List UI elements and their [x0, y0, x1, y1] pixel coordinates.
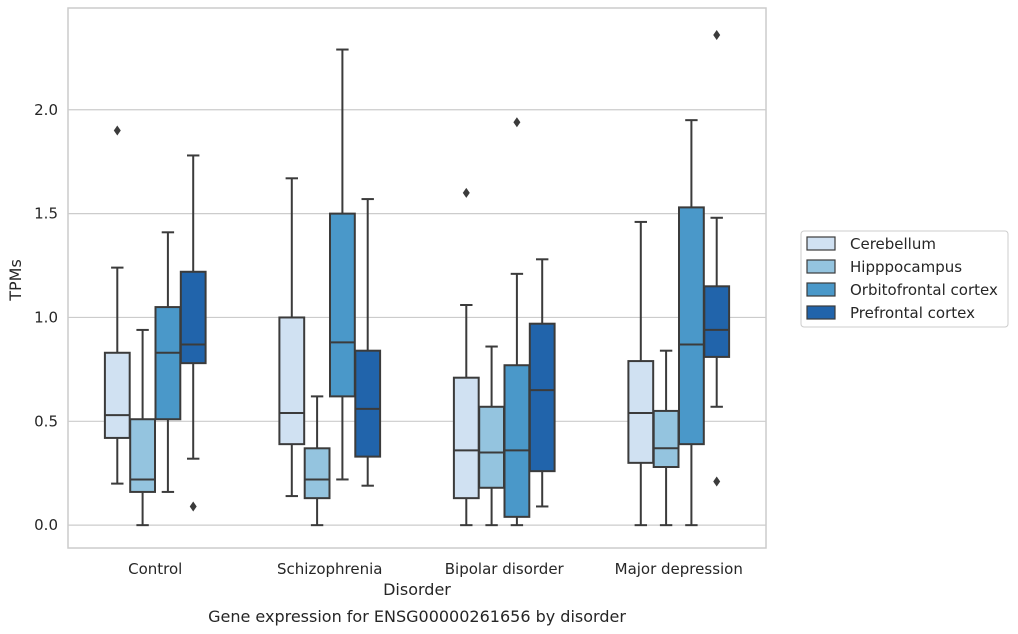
legend-label: Orbitofrontal cortex — [850, 281, 998, 299]
legend: Cerebellum Hipppocampus Orbitofrontal cort… — [800, 230, 1009, 328]
box-1-1 — [303, 395, 331, 527]
box-iqr — [303, 447, 331, 500]
box-iqr — [703, 285, 731, 358]
box-1-3 — [354, 198, 382, 487]
x-tick-label: Major depression — [615, 560, 743, 578]
outlier-point — [113, 125, 121, 136]
x-tick-labels: Control Schizophrenia Bipolar disorder Majo… — [128, 560, 743, 578]
outlier-point — [189, 501, 197, 512]
legend-frame — [800, 230, 1009, 328]
box-iqr — [154, 306, 182, 421]
box-iqr — [627, 360, 655, 464]
box-3-3 — [703, 30, 731, 487]
y-tick-label: 0.0 — [34, 516, 58, 534]
outlier-point — [713, 30, 721, 40]
box-iqr — [678, 206, 705, 446]
box-iqr — [278, 316, 306, 446]
box-iqr — [354, 349, 382, 458]
outlier-point — [513, 117, 521, 128]
legend-label: Prefrontal cortex — [850, 304, 975, 322]
plot-frame — [67, 7, 767, 549]
box-2-0 — [452, 187, 480, 527]
box-iqr — [503, 364, 531, 518]
y-axis-label: TPMs — [6, 259, 25, 302]
box-iqr — [329, 212, 356, 398]
box-series — [103, 30, 731, 527]
box-iqr — [103, 351, 131, 439]
box-2-1 — [478, 345, 505, 527]
box-0-1 — [129, 328, 156, 527]
legend-swatch — [806, 305, 836, 320]
legend-swatch — [806, 236, 836, 251]
box-iqr — [179, 270, 207, 365]
box-iqr — [478, 405, 505, 489]
y-tick-label: 1.5 — [34, 205, 58, 223]
box-iqr — [528, 322, 556, 473]
legend-swatch — [806, 259, 836, 274]
box-0-3 — [179, 154, 207, 512]
x-tick-label: Bipolar disorder — [445, 560, 565, 578]
legend-swatch — [806, 282, 836, 297]
box-1-0 — [278, 177, 306, 498]
chart-caption: Gene expression for ENSG00000261656 by d… — [208, 607, 626, 626]
box-iqr — [129, 418, 156, 493]
y-tick-labels: 0.0 0.5 1.0 1.5 2.0 — [34, 101, 58, 534]
box-0-0 — [103, 125, 131, 485]
box-2-3 — [528, 258, 556, 508]
y-tick-label: 0.5 — [34, 412, 58, 430]
x-axis-label: Disorder — [383, 580, 451, 599]
outlier-point — [462, 187, 470, 198]
outlier-point — [713, 476, 721, 487]
x-tick-label: Control — [128, 560, 182, 578]
y-tick-label: 1.0 — [34, 308, 58, 326]
legend-label: Cerebellum — [850, 235, 936, 253]
x-tick-label: Schizophrenia — [277, 560, 382, 578]
legend-label: Hipppocampus — [850, 258, 962, 276]
box-1-2 — [329, 48, 356, 481]
box-iqr — [452, 376, 480, 500]
y-tick-label: 2.0 — [34, 101, 58, 119]
box-iqr — [652, 409, 680, 468]
